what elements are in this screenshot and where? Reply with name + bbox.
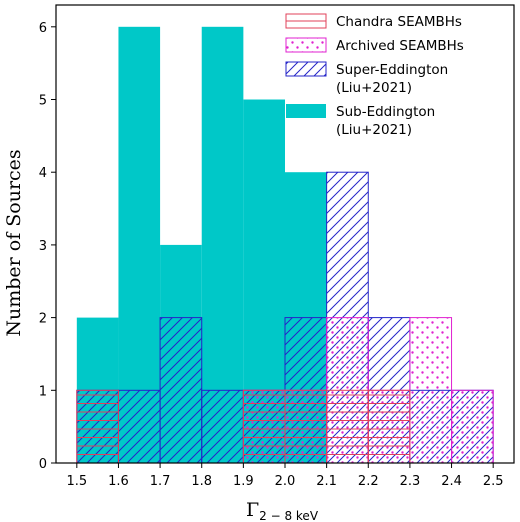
legend-entry: Chandra SEAMBHs bbox=[285, 13, 462, 30]
legend-entry: Sub-Eddington (Liu+2021) bbox=[286, 104, 435, 138]
legend-swatch bbox=[285, 37, 327, 53]
y-tick-label: 1 bbox=[39, 384, 47, 399]
y-tick-label: 3 bbox=[39, 239, 47, 254]
x-tick-label: 1.5 bbox=[66, 474, 87, 489]
bar bbox=[76, 389, 119, 464]
y-tick-label: 5 bbox=[39, 94, 47, 109]
bar bbox=[242, 389, 286, 464]
y-axis-label: Number of Sources bbox=[3, 149, 25, 336]
x-tick-label: 1.9 bbox=[233, 474, 254, 489]
bar bbox=[117, 389, 161, 464]
legend-label: Sub-Eddington (Liu+2021) bbox=[336, 104, 435, 138]
legend-swatch bbox=[286, 104, 326, 118]
x-tick-label: 2.4 bbox=[441, 474, 462, 489]
bar bbox=[367, 389, 411, 464]
x-axis-label: Γ2 − 8 keV bbox=[246, 499, 319, 522]
y-tick-label: 0 bbox=[39, 457, 47, 472]
legend-label: Archived SEAMBHs bbox=[336, 38, 464, 54]
y-tick-label: 2 bbox=[39, 312, 47, 327]
x-tick-label: 1.7 bbox=[150, 474, 171, 489]
legend: Chandra SEAMBHs Archived SEAMBHs Super-Edd… bbox=[285, 13, 464, 138]
x-axis-label-subscript: 2 − 8 keV bbox=[259, 509, 319, 522]
bar bbox=[284, 389, 328, 464]
series-3 bbox=[76, 389, 411, 464]
x-tick-label: 2.1 bbox=[316, 474, 337, 489]
bar bbox=[409, 317, 453, 464]
x-tick-label: 2.5 bbox=[483, 474, 504, 489]
x-tick-label: 1.8 bbox=[191, 474, 212, 489]
bar bbox=[326, 389, 369, 464]
x-tick-label: 2.2 bbox=[358, 474, 379, 489]
y-tick-label: 6 bbox=[39, 21, 47, 36]
legend-label: Chandra SEAMBHs bbox=[336, 14, 462, 30]
y-tick-label: 4 bbox=[39, 166, 47, 181]
bar bbox=[159, 317, 203, 464]
x-axis-label-base: Γ bbox=[246, 499, 259, 521]
histogram-bars bbox=[76, 26, 494, 464]
x-tick-label: 2.3 bbox=[400, 474, 421, 489]
legend-swatch bbox=[285, 13, 327, 29]
x-tick-label: 2.0 bbox=[275, 474, 296, 489]
axes: 1.5 1.6 1.7 1.8 1.9 2.0 2.1 2.2 2.3 2.4 2.5 0 1 2 3 4 5 6 bbox=[39, 4, 515, 489]
x-tick-label: 1.6 bbox=[108, 474, 129, 489]
bar bbox=[201, 389, 244, 464]
legend-entry: Super-Eddington (Liu+2021) bbox=[285, 61, 448, 96]
bar bbox=[451, 389, 494, 464]
legend-swatch bbox=[285, 61, 327, 77]
legend-label: Super-Eddington (Liu+2021) bbox=[336, 62, 448, 96]
legend-entry: Archived SEAMBHs bbox=[285, 37, 464, 54]
